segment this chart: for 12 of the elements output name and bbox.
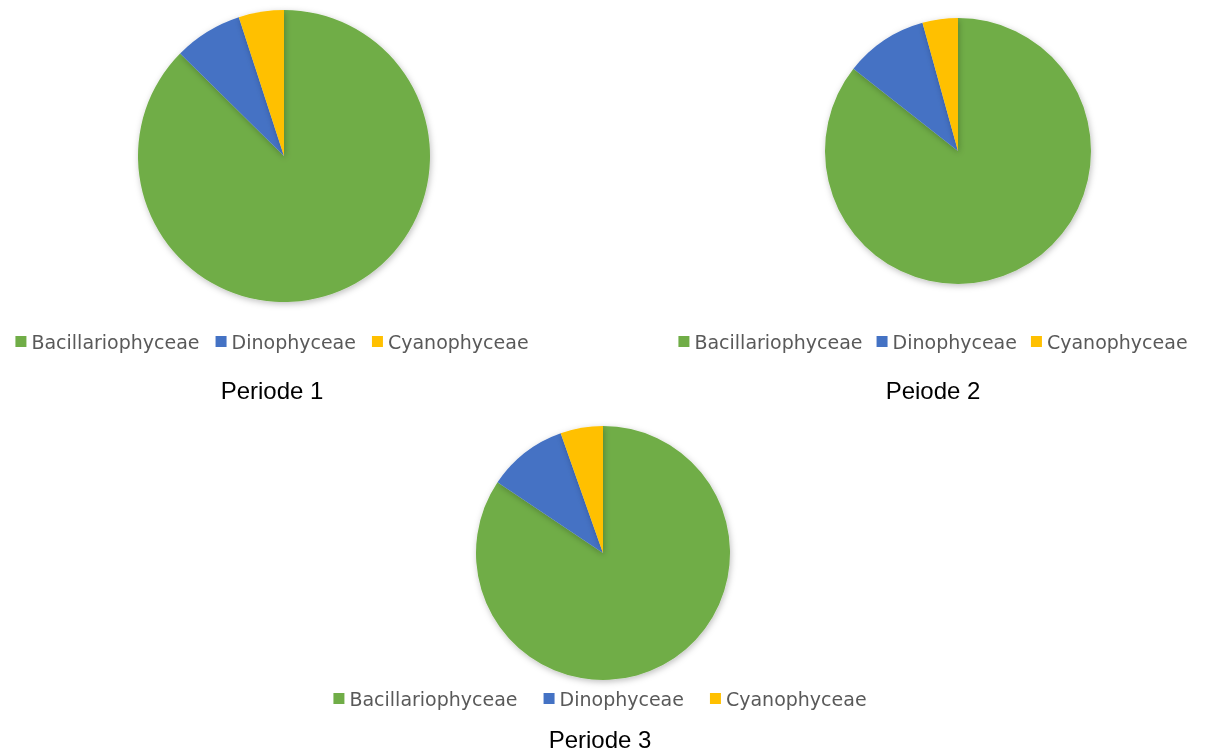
- legend-label: Dinophyceae: [892, 330, 1017, 353]
- legend-label: Cyanophyceae: [1046, 330, 1188, 353]
- legend-label: Bacillariophyceae: [31, 330, 200, 353]
- text: Peiode 2: [885, 376, 981, 404]
- legend-label: Dinophyceae: [231, 330, 356, 353]
- legend-label: Bacillariophyceae: [694, 330, 863, 353]
- legend-label: Dinophyceae: [559, 687, 684, 710]
- text: Periode 3: [548, 725, 652, 751]
- legend-label: Cyanophyceae: [725, 687, 867, 710]
- text: Periode 1: [220, 376, 324, 404]
- legend-label: Cyanophyceae: [387, 330, 529, 353]
- legend-label: Bacillariophyceae: [349, 687, 518, 710]
